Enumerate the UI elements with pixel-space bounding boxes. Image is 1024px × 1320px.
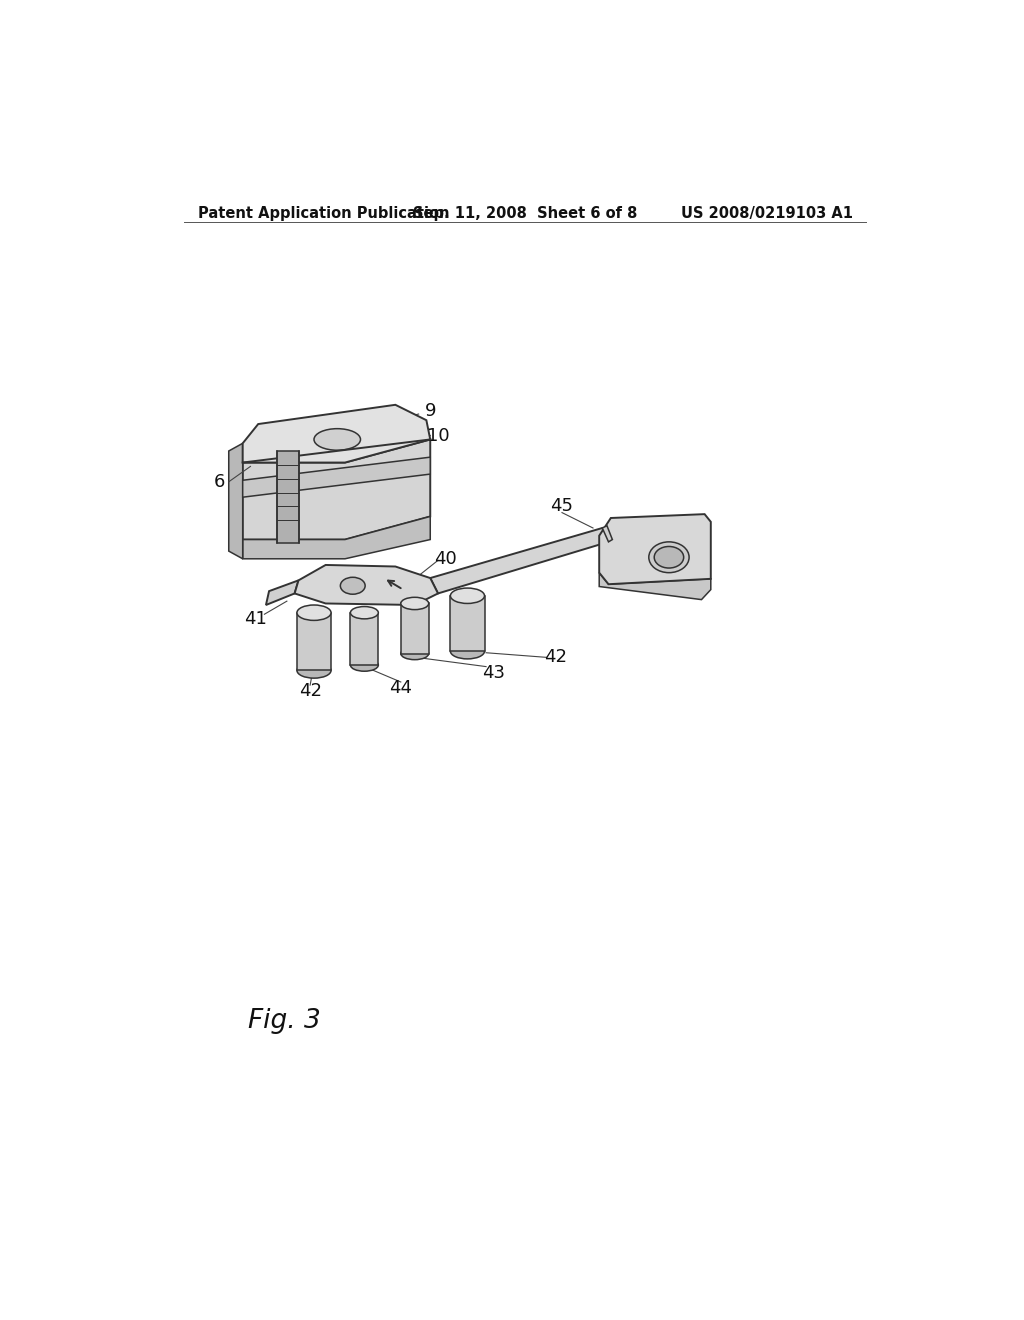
Text: US 2008/0219103 A1: US 2008/0219103 A1 [681,206,853,222]
Text: 41: 41 [245,610,267,628]
Polygon shape [599,515,711,585]
Polygon shape [243,516,430,558]
Ellipse shape [340,577,366,594]
Text: Patent Application Publication: Patent Application Publication [198,206,450,222]
Polygon shape [228,444,243,558]
Polygon shape [602,525,612,543]
Polygon shape [266,581,299,605]
Text: 10: 10 [427,426,450,445]
Text: 40: 40 [434,550,457,568]
Polygon shape [297,612,331,671]
Polygon shape [430,528,608,594]
Text: 6: 6 [214,473,225,491]
Polygon shape [243,457,430,498]
Ellipse shape [654,546,684,568]
Ellipse shape [400,597,429,610]
Polygon shape [243,405,430,462]
Polygon shape [295,565,438,605]
Ellipse shape [350,659,378,671]
Polygon shape [276,451,299,544]
Text: 42: 42 [299,682,322,700]
Text: 44: 44 [389,680,413,697]
Ellipse shape [451,589,484,603]
Text: 42: 42 [545,648,567,667]
Ellipse shape [297,605,331,620]
Polygon shape [400,603,429,653]
Polygon shape [243,440,430,540]
Polygon shape [451,595,484,651]
Ellipse shape [400,647,429,660]
Ellipse shape [649,541,689,573]
Ellipse shape [314,429,360,450]
Text: 45: 45 [551,498,573,515]
Ellipse shape [297,663,331,678]
Text: Sep. 11, 2008  Sheet 6 of 8: Sep. 11, 2008 Sheet 6 of 8 [413,206,637,222]
Polygon shape [350,612,378,665]
Ellipse shape [451,644,484,659]
Polygon shape [599,573,711,599]
Text: 9: 9 [425,403,436,420]
Text: 43: 43 [482,664,505,681]
Ellipse shape [350,607,378,619]
Text: Fig. 3: Fig. 3 [248,1007,321,1034]
